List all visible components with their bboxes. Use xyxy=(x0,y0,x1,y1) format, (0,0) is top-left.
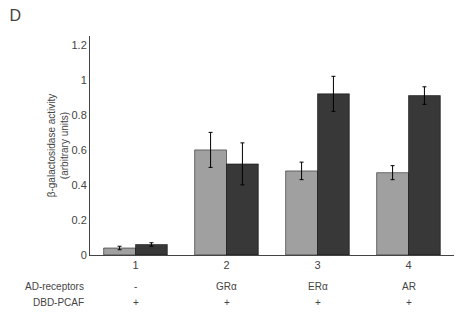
svg-text:ERα: ERα xyxy=(308,281,328,292)
svg-text:+: + xyxy=(133,297,139,308)
svg-text:0.8: 0.8 xyxy=(72,109,87,121)
svg-text:AR: AR xyxy=(402,281,416,292)
svg-text:-: - xyxy=(134,281,137,292)
svg-text:0: 0 xyxy=(81,249,87,261)
svg-text:0.2: 0.2 xyxy=(72,214,87,226)
svg-text:AD-receptors: AD-receptors xyxy=(25,281,84,292)
svg-text:1.2: 1.2 xyxy=(72,39,87,51)
svg-text:0.4: 0.4 xyxy=(72,179,87,191)
svg-text:GRα: GRα xyxy=(216,281,237,292)
svg-text:β-galactosidase activity(arbit: β-galactosidase activity(arbitrary units… xyxy=(46,94,70,198)
svg-text:D: D xyxy=(9,7,21,24)
svg-text:0.6: 0.6 xyxy=(72,144,87,156)
svg-text:+: + xyxy=(224,297,230,308)
svg-text:+: + xyxy=(406,297,412,308)
svg-text:+: + xyxy=(315,297,321,308)
svg-text:1: 1 xyxy=(81,74,87,86)
svg-text:4: 4 xyxy=(405,259,411,271)
svg-text:3: 3 xyxy=(314,259,320,271)
svg-text:2: 2 xyxy=(223,259,229,271)
svg-text:DBD-PCAF: DBD-PCAF xyxy=(33,297,84,308)
svg-text:1: 1 xyxy=(132,259,138,271)
